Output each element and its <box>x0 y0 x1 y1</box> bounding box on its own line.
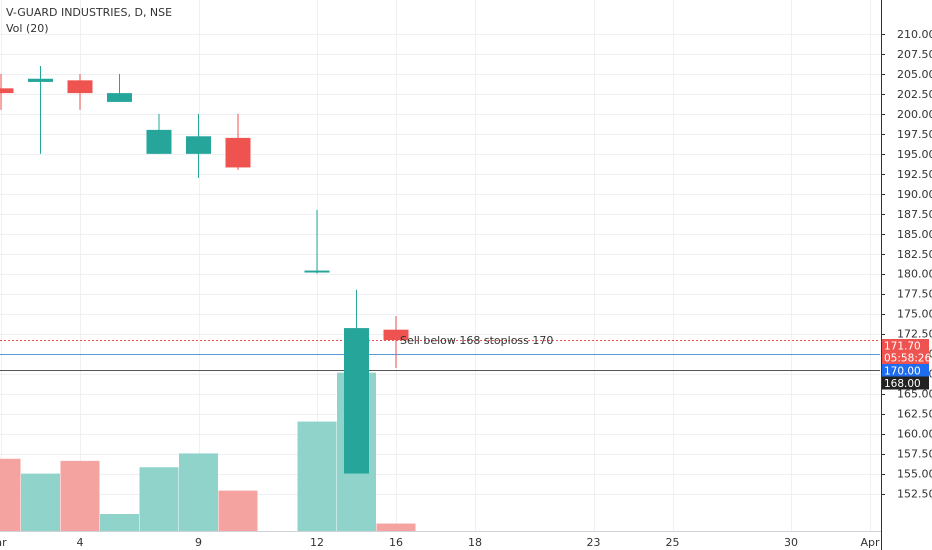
y-tick-label: 152.50 <box>897 488 932 501</box>
candle-body[interactable] <box>67 80 93 94</box>
volume-bar[interactable] <box>21 473 60 531</box>
candle-body[interactable] <box>186 136 211 154</box>
candle-body[interactable] <box>383 329 409 341</box>
annotation-text[interactable]: Sell below 168 stoploss 170 <box>400 334 553 347</box>
y-tick-label: 200.00 <box>897 108 932 121</box>
x-tick-label: 9 <box>195 536 202 549</box>
time-axis-bg <box>0 531 881 550</box>
y-tick-label: 155.00 <box>897 468 932 481</box>
volume-bar[interactable] <box>0 458 21 531</box>
x-tick-label: Apr <box>860 536 880 549</box>
volume-bar[interactable] <box>218 490 258 531</box>
candle-body[interactable] <box>0 88 14 94</box>
price-badge[interactable] <box>882 364 929 377</box>
x-tick-label: 12 <box>310 536 324 549</box>
y-tick-label: 180.00 <box>897 268 932 281</box>
y-tick-label: 190.00 <box>897 188 932 201</box>
candle-body[interactable] <box>146 129 172 154</box>
x-tick-label: 30 <box>784 536 798 549</box>
y-tick-label: 172.50 <box>897 328 932 341</box>
x-tick-label: 18 <box>468 536 482 549</box>
y-tick-label: 195.00 <box>897 148 932 161</box>
y-tick-label: 162.50 <box>897 408 932 421</box>
price-axis-bg <box>881 0 932 550</box>
symbol-title[interactable]: V-GUARD INDUSTRIES, D, NSE <box>6 6 173 19</box>
y-tick-label: 185.00 <box>897 228 932 241</box>
x-tick-label: 16 <box>389 536 403 549</box>
y-tick-label: 205.00 <box>897 68 932 81</box>
y-tick-label: 175.00 <box>897 308 932 321</box>
y-tick-label: 177.50 <box>897 288 932 301</box>
price-badge-label: 05:58:26 <box>884 353 931 365</box>
volume-bar[interactable] <box>139 467 179 531</box>
price-badge[interactable] <box>882 339 929 352</box>
y-tick-label: 187.50 <box>897 208 932 221</box>
x-tick-label: 23 <box>587 536 601 549</box>
volume-bar[interactable] <box>60 460 100 531</box>
y-tick-label: 207.50 <box>897 48 932 61</box>
x-tick-label: 4 <box>77 536 84 549</box>
candle-body[interactable] <box>304 270 330 273</box>
y-tick-label: 197.50 <box>897 128 932 141</box>
chart-legend: V-GUARD INDUSTRIES, D, NSE Vol (20) <box>6 5 172 37</box>
price-badge-label: 170.00 <box>884 366 921 378</box>
candle-body[interactable] <box>107 93 132 102</box>
y-tick-label: 157.50 <box>897 448 932 461</box>
volume-bar[interactable] <box>376 523 416 531</box>
volume-bar[interactable] <box>297 421 337 531</box>
y-tick-label: 182.50 <box>897 248 932 261</box>
volume-bar[interactable] <box>100 514 139 531</box>
volume-bar[interactable] <box>179 453 218 531</box>
x-tick-label: ar <box>0 536 7 549</box>
price-badge-label: 171.70 <box>884 341 921 353</box>
y-tick-label: 160.00 <box>897 428 932 441</box>
candle-body[interactable] <box>344 328 369 474</box>
volume-legend[interactable]: Vol (20) <box>6 22 49 35</box>
y-tick-label: 192.50 <box>897 168 932 181</box>
y-tick-label: 165.00 <box>897 388 932 401</box>
x-tick-label: 25 <box>666 536 680 549</box>
price-badge-label: 168.00 <box>884 378 921 390</box>
y-tick-label: 210.00 <box>897 28 932 41</box>
candle-body[interactable] <box>28 78 53 82</box>
candle-body[interactable] <box>225 137 251 168</box>
price-badge[interactable] <box>882 376 929 390</box>
price-badge[interactable] <box>882 351 929 364</box>
y-tick-label: 202.50 <box>897 88 932 101</box>
